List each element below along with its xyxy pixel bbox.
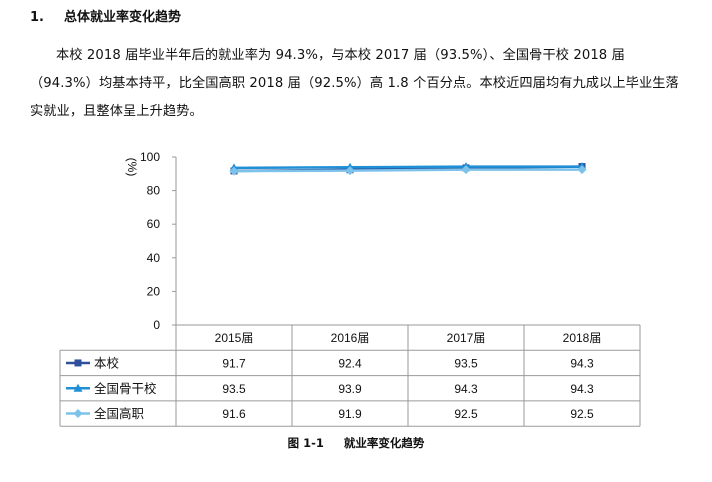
x-category-label: 2017届 bbox=[447, 331, 486, 345]
y-tick-label: 80 bbox=[147, 184, 161, 198]
table-value: 92.4 bbox=[338, 356, 362, 370]
section-title: 总体就业率变化趋势 bbox=[64, 10, 182, 25]
series-line-2 bbox=[233, 165, 582, 170]
table-value: 91.6 bbox=[222, 407, 246, 421]
legend-label-3: 全国高职 bbox=[94, 406, 144, 421]
table-value: 93.9 bbox=[338, 382, 362, 396]
legend-label-1: 本校 bbox=[94, 355, 120, 370]
y-tick-label: 20 bbox=[147, 284, 161, 298]
table-value: 92.5 bbox=[570, 407, 594, 421]
series-point-3 bbox=[345, 166, 355, 176]
y-tick-label: 60 bbox=[147, 217, 161, 231]
x-category-label: 2016届 bbox=[331, 331, 370, 345]
table-value: 94.3 bbox=[454, 382, 478, 396]
body-paragraph: 本校 2018 届毕业半年后的就业率为 94.3%，与本校 2017 届（93.… bbox=[30, 48, 679, 119]
figure-title: 就业率变化趋势 bbox=[343, 436, 425, 450]
series-point-3 bbox=[577, 165, 587, 175]
figure-caption: 图 1-1 就业率变化趋势 bbox=[0, 435, 712, 451]
y-tick-label: 40 bbox=[147, 251, 161, 265]
table-value: 94.3 bbox=[570, 382, 594, 396]
table-value: 92.5 bbox=[454, 407, 478, 421]
section-number: 1. bbox=[30, 10, 44, 25]
table-value: 94.3 bbox=[570, 356, 594, 370]
x-category-label: 2018届 bbox=[563, 331, 602, 345]
figure-number: 图 1-1 bbox=[287, 436, 324, 450]
table-value: 91.9 bbox=[338, 407, 362, 421]
series-point-3 bbox=[229, 166, 239, 176]
y-tick-label: 0 bbox=[153, 318, 160, 332]
legend-marker-2 bbox=[73, 383, 83, 392]
table-value: 93.5 bbox=[222, 382, 246, 396]
table-value: 91.7 bbox=[222, 356, 246, 370]
y-tick-label: 100 bbox=[140, 150, 160, 164]
table-value: 93.5 bbox=[454, 356, 478, 370]
section-heading: 1. 总体就业率变化趋势 bbox=[30, 6, 181, 25]
y-axis-label: (%) bbox=[125, 158, 139, 177]
series-line-3 bbox=[233, 168, 582, 173]
legend-marker-1 bbox=[74, 359, 82, 367]
x-category-label: 2015届 bbox=[215, 331, 254, 345]
legend-label-2: 全国骨干校 bbox=[94, 381, 157, 396]
legend-marker-3 bbox=[73, 409, 83, 419]
series-point-3 bbox=[461, 165, 471, 175]
